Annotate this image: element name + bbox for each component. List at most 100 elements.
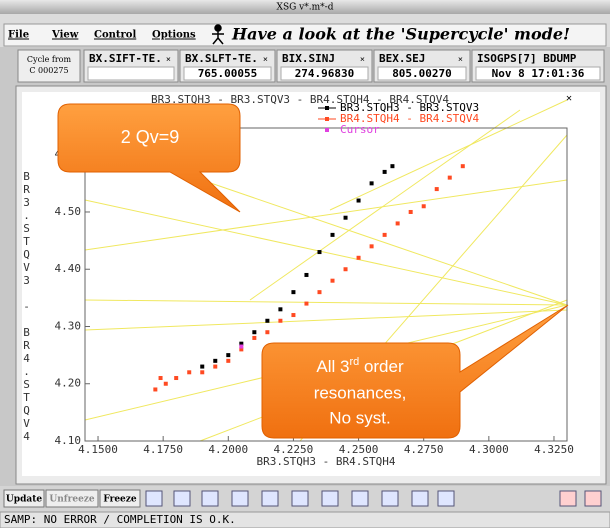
menu-item[interactable]: View <box>51 30 79 41</box>
x-tick-label: 4.2250 <box>274 443 314 456</box>
toolbar-icon[interactable] <box>291 490 309 507</box>
value-box <box>280 66 369 81</box>
person-icon <box>212 24 224 45</box>
toolbar-button[interactable] <box>99 489 141 508</box>
toolbar-button-label: Freeze <box>103 495 137 505</box>
toolbar-icon[interactable] <box>584 490 602 507</box>
point <box>382 232 387 237</box>
close-icon[interactable]: ✕ <box>566 93 572 104</box>
point <box>226 358 231 363</box>
legend-marker <box>325 106 329 110</box>
status-bar <box>0 511 610 528</box>
legend-marker <box>325 117 329 121</box>
value-box <box>87 66 175 81</box>
point <box>369 181 374 186</box>
point <box>356 255 361 260</box>
point <box>421 204 426 209</box>
point <box>200 370 205 375</box>
x-tick-label: 4.2000 <box>208 443 248 456</box>
legend-label: BR4.STQH4 - BR4.STQV4 <box>340 112 479 125</box>
point <box>278 307 283 312</box>
point <box>187 370 192 375</box>
field-name: ISOGPS[7] BDUMP <box>477 52 577 65</box>
toolbar-icon[interactable] <box>145 490 163 507</box>
legend-marker <box>325 128 329 132</box>
cycle-label: C 000275 <box>29 66 68 75</box>
field-close[interactable]: ✕ <box>263 55 268 64</box>
annotation-line: resonances, <box>314 383 407 402</box>
cycle-label: Cycle from <box>27 55 72 64</box>
menu-item[interactable]: Options <box>152 30 196 41</box>
field-name: BEX.SEJ <box>379 52 425 65</box>
field-close[interactable]: ✕ <box>458 55 463 64</box>
y-axis-label: BR3.STQV3 - BR4.STQV4 <box>20 170 33 443</box>
window-title: XSG v*.m*-d <box>277 3 334 13</box>
point <box>200 364 205 369</box>
point <box>239 344 244 349</box>
callout-2: All 3rd order resonances, No syst. <box>261 304 569 439</box>
toolbar-icon[interactable] <box>351 490 369 507</box>
point <box>317 250 322 255</box>
field-name: BIX.SINJ <box>282 52 335 65</box>
toolbar-icon[interactable] <box>231 490 249 507</box>
point <box>291 313 296 318</box>
point <box>390 164 395 169</box>
y-tick-label: 4.50 <box>55 205 82 218</box>
menu-item[interactable]: File <box>8 30 29 41</box>
point <box>369 244 374 249</box>
point <box>252 335 257 340</box>
point <box>382 169 387 174</box>
toolbar-icon[interactable] <box>381 490 399 507</box>
y-tick-label: 4.40 <box>55 262 82 275</box>
y-tick-label: 4.10 <box>55 434 82 447</box>
value-box <box>183 66 272 81</box>
legend-label: Cursor <box>340 123 380 136</box>
y-tick-label: 4.30 <box>55 319 82 332</box>
x-tick-label: 4.1750 <box>143 443 183 456</box>
toolbar-icon[interactable] <box>173 490 191 507</box>
value-box <box>377 66 467 81</box>
banner: Have a look at the 'Supercycle' mode! <box>231 25 570 44</box>
point <box>304 272 309 277</box>
toolbar-button[interactable] <box>45 489 99 508</box>
toolbar-icon[interactable] <box>261 490 279 507</box>
legend-label: BR3.STQH3 - BR3.STQV3 <box>340 101 479 114</box>
annotation-part: All 3 <box>316 357 349 376</box>
field-value: 274.96830 <box>295 67 355 80</box>
field-close[interactable]: ✕ <box>360 55 365 64</box>
point <box>408 209 413 214</box>
chart-title: BR3.STQH3 - BR3.STQV3 - BR4.STQH4 - BR4.… <box>151 93 449 106</box>
point <box>226 353 231 358</box>
y-tick-label: 4.20 <box>55 377 82 390</box>
annotation: All 3rd order <box>316 356 404 377</box>
x-axis-label: BR3.STQH3 - BR4.STQH4 <box>256 455 395 468</box>
point <box>304 301 309 306</box>
toolbar-icon[interactable] <box>201 490 219 507</box>
point <box>174 376 179 381</box>
x-tick-label: 4.3250 <box>534 443 574 456</box>
toolbar-button[interactable] <box>3 489 45 508</box>
toolbar-icon[interactable] <box>559 490 577 507</box>
status-text: SAMP: NO ERROR / COMPLETION IS O.K. <box>4 513 236 526</box>
annotation: 2 Qv=9 <box>121 127 180 147</box>
point <box>447 175 452 180</box>
toolbar-icon[interactable] <box>411 490 429 507</box>
x-tick-label: 4.2500 <box>339 443 379 456</box>
point <box>265 330 270 335</box>
annotation-part: order <box>359 357 404 376</box>
toolbar-icon[interactable] <box>321 490 339 507</box>
toolbar-icon[interactable] <box>437 490 455 507</box>
callout-1: 2 Qv=9 <box>57 103 241 213</box>
point <box>213 364 218 369</box>
field-close[interactable]: ✕ <box>166 55 171 64</box>
point <box>163 381 168 386</box>
menu-item[interactable]: Control <box>94 30 136 41</box>
x-tick-label: 4.2750 <box>404 443 444 456</box>
point <box>213 358 218 363</box>
point <box>460 164 465 169</box>
point <box>278 318 283 323</box>
point <box>158 376 163 381</box>
annotation-line: No syst. <box>329 408 390 427</box>
